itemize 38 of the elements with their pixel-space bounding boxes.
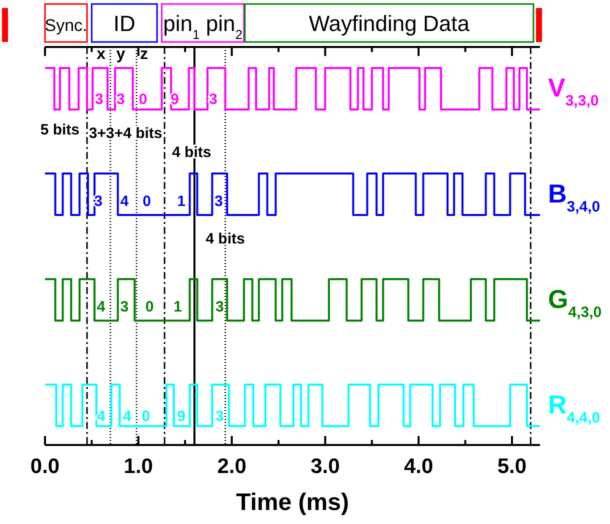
- x-tick-label: 5.0: [497, 455, 527, 478]
- text: ID: [113, 11, 136, 36]
- annotation: 0: [145, 298, 154, 316]
- annotation: 9: [177, 408, 186, 425]
- series-label: B$_{3,4,0}$: [548, 178, 600, 215]
- series-label: V$_{3,3,0}$: [548, 72, 599, 110]
- series-label: R$_{4,4,0}$: [548, 389, 600, 426]
- annotation: 3: [116, 91, 125, 108]
- annotation: 3: [120, 298, 129, 316]
- annotation: 5 bits: [40, 121, 80, 138]
- annotation: 3: [214, 192, 223, 210]
- x-tick-label: 4.0: [404, 455, 434, 478]
- text: Wayfinding Data: [308, 11, 470, 36]
- annotation: 3: [95, 91, 104, 108]
- annotation: 1: [173, 298, 182, 316]
- annotation: 0: [142, 192, 151, 210]
- x-tick-label: 2.0: [217, 455, 246, 478]
- annotation: 0: [138, 91, 148, 108]
- text: x: [96, 46, 106, 63]
- annotation: 4: [120, 192, 130, 210]
- annotation: 3: [215, 408, 224, 425]
- annotation: 1: [177, 192, 186, 210]
- x-tick-label: 3.0: [310, 455, 340, 478]
- annotation: 4 bits: [206, 230, 245, 248]
- x-tick-label: 1.0: [124, 455, 153, 478]
- annotation: 3+3+4 bits: [88, 125, 162, 142]
- annotation: 3: [208, 91, 218, 108]
- text: y: [116, 46, 126, 63]
- annotation: 4: [96, 298, 106, 316]
- annotation: 0: [142, 408, 150, 425]
- text: z: [140, 46, 148, 63]
- annotation: 4: [123, 408, 132, 425]
- text: Sync.: [44, 16, 88, 35]
- x-tick-label: 0.0: [30, 455, 60, 478]
- text: pin$_{1}$ pin$_{2}$: [163, 11, 242, 42]
- series-label: G$_{4,3,0}$: [548, 284, 602, 320]
- x-axis-title: Time (ms): [236, 489, 349, 516]
- annotation: 3: [215, 298, 224, 316]
